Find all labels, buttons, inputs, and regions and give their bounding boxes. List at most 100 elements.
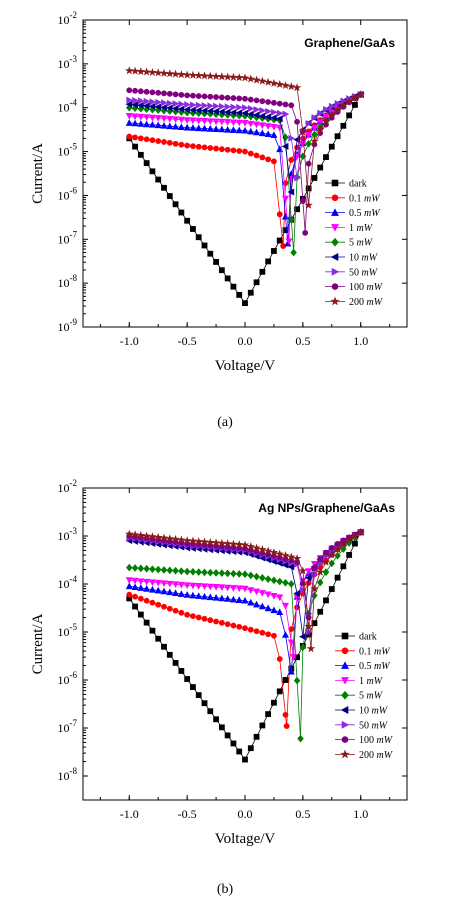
- data-point: [155, 98, 162, 106]
- data-point: [125, 577, 133, 584]
- data-point: [155, 138, 162, 144]
- data-point: [259, 629, 266, 636]
- data-point: [334, 574, 341, 581]
- data-point: [148, 532, 157, 541]
- data-point: [242, 625, 248, 632]
- data-point: [195, 592, 203, 599]
- data-point: [125, 66, 134, 75]
- data-point: [161, 139, 167, 145]
- y-tick-label: 10-5: [58, 142, 78, 159]
- data-point: [258, 602, 266, 610]
- data-point: [275, 79, 284, 88]
- y-tick-label: 10-6: [58, 670, 78, 687]
- data-point: [271, 158, 277, 165]
- data-point: [130, 66, 140, 75]
- data-point: [126, 133, 133, 140]
- data-point: [247, 626, 254, 633]
- data-point: [252, 111, 260, 119]
- y-tick-label: 10-3: [58, 526, 78, 543]
- data-point: [218, 619, 225, 626]
- data-point: [334, 551, 341, 560]
- data-point: [258, 112, 266, 120]
- data-point: [143, 619, 150, 626]
- data-point: [178, 100, 186, 108]
- data-point: [148, 585, 156, 593]
- y-tick-label: 10-6: [58, 185, 78, 202]
- data-point: [275, 115, 283, 123]
- legend-label: 100 mW: [359, 735, 394, 746]
- y-tick-label: 10-4: [58, 574, 78, 591]
- data-point: [264, 130, 272, 138]
- data-point: [161, 90, 167, 97]
- data-point: [265, 99, 272, 105]
- data-point: [229, 119, 237, 127]
- data-point: [172, 659, 179, 666]
- data-point: [259, 268, 266, 275]
- data-point: [166, 104, 173, 112]
- legend-label: 0.5 mW: [359, 661, 391, 672]
- data-point: [344, 535, 354, 544]
- data-point: [126, 563, 133, 572]
- data-point: [143, 114, 151, 121]
- data-point: [183, 117, 191, 124]
- data-point: [207, 145, 214, 151]
- data-point: [270, 606, 278, 614]
- series-200-mw: [125, 66, 365, 209]
- data-point: [160, 580, 168, 588]
- data-point: [201, 102, 209, 110]
- data-point: [282, 110, 290, 118]
- data-point: [252, 543, 261, 552]
- x-tick-label: 0.5: [295, 334, 310, 348]
- data-point: [200, 71, 209, 80]
- data-point: [305, 139, 312, 148]
- data-point: [316, 567, 325, 576]
- data-point: [183, 123, 191, 131]
- data-point: [270, 124, 278, 131]
- x-tick-label: -0.5: [178, 807, 197, 821]
- data-point: [207, 93, 214, 100]
- data-point: [316, 119, 324, 126]
- data-point: [161, 643, 167, 650]
- data-point: [212, 584, 220, 591]
- data-point: [189, 117, 197, 125]
- data-point: [184, 611, 191, 618]
- chart-panel-a: -1.0 -0.5 0.0 0.5 1.0 10-9 10-8 10-7 10-6 10-5 10-…: [30, 10, 408, 374]
- legend-label: dark: [349, 179, 367, 190]
- data-point: [224, 146, 231, 153]
- legend-marker: [331, 179, 339, 187]
- data-point: [282, 578, 289, 587]
- data-point: [132, 593, 138, 600]
- data-point: [282, 195, 289, 203]
- data-point: [207, 617, 214, 624]
- data-point: [282, 212, 289, 220]
- data-point: [201, 592, 208, 600]
- data-point: [212, 118, 220, 126]
- data-point: [166, 193, 173, 199]
- data-point: [276, 211, 283, 218]
- chart-panel-b: -1.0 -0.5 0.0 0.5 1.0 10-8 10-7 10-6 10-5 10-4 10-…: [30, 478, 408, 847]
- data-point: [305, 160, 312, 167]
- data-point: [154, 565, 162, 574]
- data-point: [316, 578, 324, 587]
- data-point: [189, 124, 197, 131]
- data-point: [166, 90, 173, 97]
- data-point: [230, 103, 238, 111]
- data-point: [323, 154, 329, 160]
- data-point: [350, 93, 360, 102]
- data-point: [154, 579, 162, 587]
- data-point: [143, 160, 150, 166]
- data-point: [235, 109, 243, 117]
- data-point: [253, 152, 260, 159]
- data-point: [177, 70, 186, 79]
- legend-marker: [341, 661, 349, 669]
- data-point: [271, 108, 278, 116]
- data-point: [340, 563, 347, 570]
- data-point: [356, 90, 365, 99]
- data-point: [137, 135, 144, 142]
- data-point: [132, 87, 138, 94]
- data-point: [149, 599, 156, 606]
- data-point: [276, 688, 283, 695]
- data-point: [288, 215, 295, 224]
- data-point: [161, 184, 167, 191]
- data-point: [172, 607, 179, 614]
